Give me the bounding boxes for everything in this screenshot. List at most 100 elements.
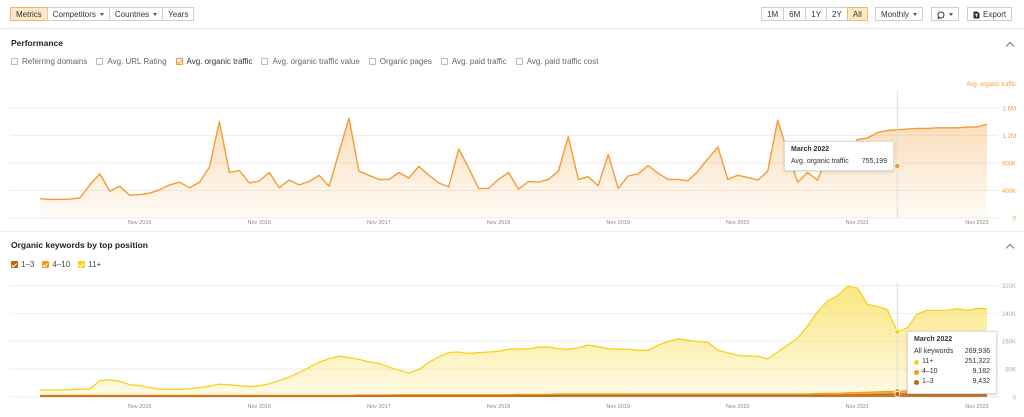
checkbox-icon[interactable] — [368, 58, 376, 65]
chevron-down-icon — [99, 13, 104, 17]
checkbox-icon[interactable] — [96, 58, 104, 65]
y-tick-label: 1.6M — [1003, 106, 1016, 112]
checkbox-icon[interactable] — [515, 58, 523, 65]
legend-item-top3[interactable]: 1–3 — [11, 260, 34, 269]
checkbox-checked-icon[interactable] — [11, 261, 18, 268]
checkbox-icon[interactable] — [440, 58, 448, 65]
x-tick-label: Nov 2021 — [846, 404, 870, 410]
x-tick-label: Nov 2019 — [606, 220, 630, 226]
x-tick-label: Nov 2022 — [965, 220, 989, 226]
range-all[interactable]: All — [846, 7, 868, 21]
range-1y[interactable]: 1Y — [805, 7, 828, 21]
tooltip-row: Avg. organic traffic 755,199 — [791, 157, 887, 167]
checkbox-icon[interactable] — [261, 58, 269, 65]
x-tick-label: Nov 2021 — [846, 220, 870, 226]
line-pos4-10 — [40, 390, 987, 396]
chevron-down-icon — [153, 13, 158, 17]
y-tick-label: 400K — [1002, 189, 1016, 195]
y-tick-label: 800K — [1002, 161, 1016, 167]
tab-countries[interactable]: Countries — [108, 7, 164, 21]
option-organic-pages[interactable]: Organic pages — [368, 57, 432, 66]
tooltip-title: March 2022 — [914, 336, 953, 343]
x-tick-label: Nov 2016 — [248, 220, 272, 226]
collapse-keywords-icon[interactable] — [1005, 243, 1015, 253]
y-tick-label: 240K — [1002, 312, 1016, 318]
keywords-tooltip: March 2022 All keywords 269,936 11+ 251,… — [907, 331, 997, 394]
x-tick-label: Nov 2016 — [248, 404, 272, 410]
checkbox-icon[interactable] — [11, 58, 18, 65]
hover-point-pos11plus — [894, 328, 901, 335]
top-toolbar: Metrics Competitors Countries Years 1M 6… — [0, 0, 1024, 29]
chevron-down-icon — [913, 13, 918, 17]
keywords-title: Organic keywords by top position — [11, 240, 148, 250]
option-avg-paid-traffic-cost[interactable]: Avg. paid traffic cost — [515, 57, 598, 66]
range-selector: 1M 6M 1Y 2Y All — [761, 7, 868, 21]
export-button[interactable]: Export — [967, 7, 1013, 21]
x-tick-label: Nov 2015 — [128, 220, 152, 226]
tab-metrics[interactable]: Metrics — [10, 7, 48, 21]
traffic-area — [40, 118, 987, 218]
x-tick-label: Nov 2017 — [367, 404, 391, 410]
option-avg-organic-traffic-value[interactable]: Avg. organic traffic value — [261, 57, 360, 66]
collapse-performance-icon[interactable] — [1005, 41, 1015, 51]
performance-metric-options: Referring domains Avg. URL Rating Avg. o… — [11, 57, 598, 66]
option-avg-organic-traffic[interactable]: Avg. organic traffic — [175, 57, 252, 66]
x-tick-label: Nov 2018 — [487, 404, 511, 410]
annotations-dropdown — [931, 7, 959, 21]
y-tick-label: 0 — [1013, 217, 1017, 223]
checkbox-checked-icon[interactable] — [175, 58, 183, 65]
y-axis-label: Avg. organic traffic — [967, 82, 1016, 88]
option-referring-domains[interactable]: Referring domains — [11, 57, 87, 66]
legend-item-4-10[interactable]: 4–10 — [42, 260, 70, 269]
area-pos4-10 — [40, 390, 987, 396]
range-1m[interactable]: 1M — [761, 7, 785, 21]
tooltip-label: All keywords — [914, 348, 954, 355]
x-tick-label: Nov 2017 — [367, 220, 391, 226]
checkbox-checked-icon[interactable] — [78, 261, 86, 268]
option-avg-paid-traffic[interactable]: Avg. paid traffic — [440, 57, 507, 66]
tooltip-row: 4–10 9,182 — [914, 367, 990, 377]
area-pos11plus — [40, 286, 987, 396]
series-dot-icon — [914, 369, 919, 375]
annotations-button[interactable] — [931, 7, 959, 21]
x-tick-label: Nov 2022 — [965, 404, 989, 410]
export-file-icon — [973, 11, 980, 19]
y-tick-label: 160K — [1002, 340, 1016, 346]
keywords-chart[interactable]: 0 80K 160K 240K 320K Nov 2015 Nov 2016 Nov 2017… — [0, 278, 1024, 417]
tooltip-row: 1–3 9,432 — [914, 377, 990, 387]
y-tick-label: 0 — [1013, 396, 1017, 402]
x-tick-label: Nov 2018 — [487, 220, 511, 226]
series-dot-icon — [914, 359, 919, 365]
hover-point — [893, 162, 901, 170]
option-avg-url-rating[interactable]: Avg. URL Rating — [96, 57, 167, 66]
x-tick-label: Nov 2020 — [726, 404, 750, 410]
performance-tooltip: March 2022 Avg. organic traffic 755,199 — [784, 141, 894, 171]
view-tabs: Metrics Competitors Countries Years — [10, 7, 195, 21]
tooltip-value: 269,936 — [964, 348, 990, 355]
tooltip-row: 11+ 251,322 — [914, 357, 990, 367]
export-group: Export — [967, 7, 1013, 21]
series-dot-icon — [914, 379, 919, 385]
interval-dropdown: Monthly — [875, 7, 924, 21]
tab-competitors[interactable]: Competitors — [46, 7, 110, 21]
tab-years[interactable]: Years — [162, 7, 195, 21]
x-tick-label: Nov 2020 — [726, 220, 750, 226]
line-pos11plus — [40, 285, 987, 391]
chevron-down-icon — [949, 13, 953, 17]
comment-icon — [937, 11, 945, 20]
performance-title: Performance — [11, 38, 63, 48]
keywords-legend: 1–3 4–10 11+ — [11, 260, 101, 269]
tooltip-total-row: All keywords 269,936 — [914, 347, 990, 357]
x-tick-label: Nov 2015 — [128, 404, 152, 410]
legend-item-11plus[interactable]: 11+ — [78, 260, 101, 269]
y-tick-label: 80K — [1005, 368, 1016, 374]
checkbox-checked-icon[interactable] — [42, 261, 50, 268]
range-6m[interactable]: 6M — [783, 7, 807, 21]
interval-select[interactable]: Monthly — [875, 7, 924, 21]
y-tick-label: 1.2M — [1003, 134, 1016, 140]
x-tick-label: Nov 2019 — [606, 404, 630, 410]
y-tick-label: 320K — [1002, 284, 1016, 290]
range-2y[interactable]: 2Y — [826, 7, 848, 21]
line-top3 — [40, 393, 987, 397]
tooltip-value: 755,199 — [861, 158, 887, 165]
